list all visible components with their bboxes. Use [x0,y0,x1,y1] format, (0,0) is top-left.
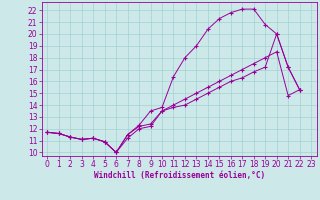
X-axis label: Windchill (Refroidissement éolien,°C): Windchill (Refroidissement éolien,°C) [94,171,265,180]
